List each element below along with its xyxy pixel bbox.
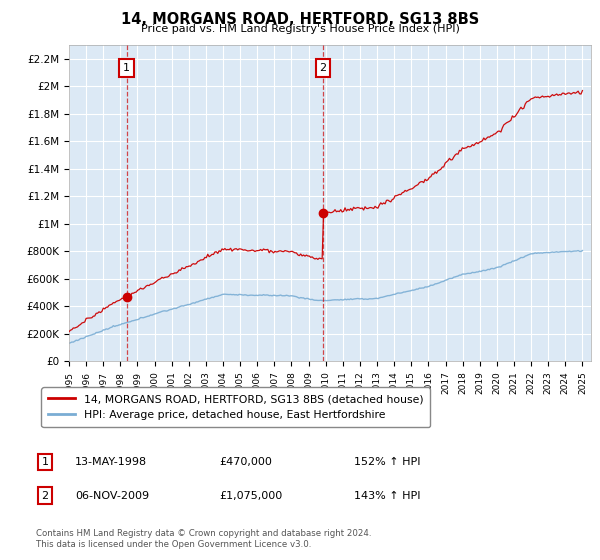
- Text: 1: 1: [123, 63, 130, 73]
- Text: Contains HM Land Registry data © Crown copyright and database right 2024.
This d: Contains HM Land Registry data © Crown c…: [36, 529, 371, 549]
- Text: 06-NOV-2009: 06-NOV-2009: [75, 491, 149, 501]
- Text: 1: 1: [41, 457, 49, 467]
- Text: 143% ↑ HPI: 143% ↑ HPI: [354, 491, 421, 501]
- Legend: 14, MORGANS ROAD, HERTFORD, SG13 8BS (detached house), HPI: Average price, detac: 14, MORGANS ROAD, HERTFORD, SG13 8BS (de…: [41, 388, 430, 427]
- Text: 2: 2: [41, 491, 49, 501]
- Text: 14, MORGANS ROAD, HERTFORD, SG13 8BS: 14, MORGANS ROAD, HERTFORD, SG13 8BS: [121, 12, 479, 27]
- Text: 2: 2: [319, 63, 326, 73]
- Text: £470,000: £470,000: [219, 457, 272, 467]
- Text: 152% ↑ HPI: 152% ↑ HPI: [354, 457, 421, 467]
- Text: £1,075,000: £1,075,000: [219, 491, 282, 501]
- Text: Price paid vs. HM Land Registry's House Price Index (HPI): Price paid vs. HM Land Registry's House …: [140, 24, 460, 34]
- Text: 13-MAY-1998: 13-MAY-1998: [75, 457, 147, 467]
